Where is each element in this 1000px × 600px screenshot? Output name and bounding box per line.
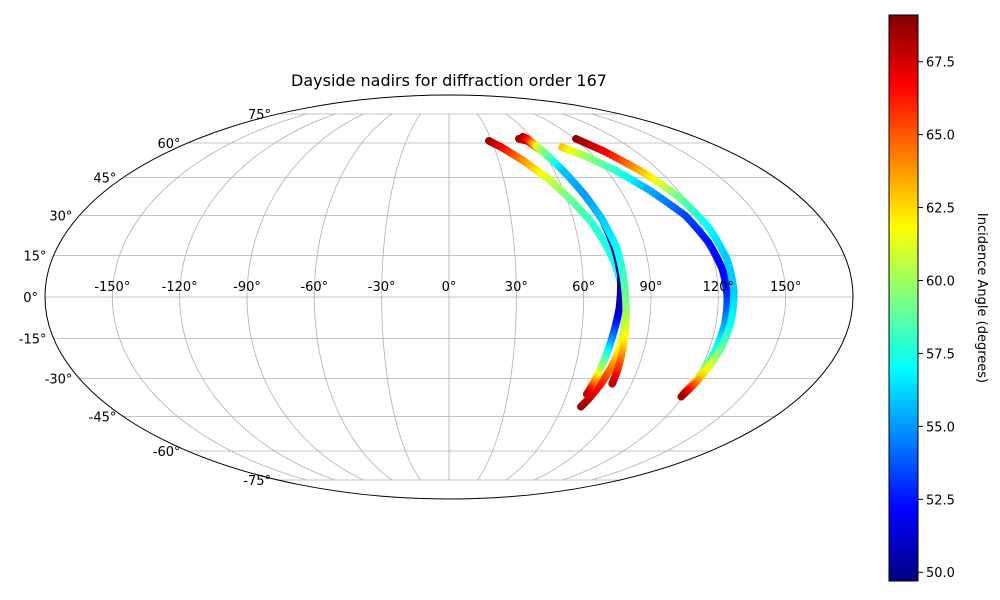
longitude-tick-label: 90° (639, 280, 662, 295)
series-track-3 (518, 132, 630, 388)
colorbar-tick-label: 55.0 (926, 420, 955, 435)
longitude-tick-label: -60° (300, 280, 328, 295)
longitude-tick-label: 120° (703, 280, 734, 295)
map-boundary (44, 94, 854, 500)
data-point (582, 390, 591, 398)
longitude-tick-label: -30° (368, 280, 396, 295)
colorbar-tick-label: 62.5 (926, 202, 955, 217)
longitude-tick-label: -90° (233, 280, 261, 295)
colorbar-tick-label: 67.5 (926, 56, 955, 71)
latitude-tick-label: 30° (49, 209, 72, 224)
latitude-tick-label: 60° (158, 137, 181, 152)
series-track-5 (572, 134, 738, 401)
data-point (608, 379, 616, 388)
colorbar-tick-label: 52.5 (926, 493, 955, 508)
latitude-tick-label: 15° (24, 250, 47, 265)
latitude-tick-label: -15° (19, 332, 47, 347)
latitude-tick-labels: -75° -60° -45° -30° -15° 0° 15° 30° 45° 60° 75° (19, 108, 271, 489)
longitude-tick-label: -120° (162, 280, 198, 295)
meridian-line (179, 113, 336, 481)
latitude-tick-label: -30° (45, 373, 73, 388)
longitude-tick-labels: -150° -120° -90° -60° -30° 0° 30° 60° 90° 120° 150… (94, 280, 801, 295)
colorbar-tick-label: 65.0 (926, 129, 955, 144)
series-track-1 (485, 137, 628, 411)
meridian-line (313, 113, 393, 481)
meridian-line (381, 113, 421, 481)
colorbar-tick-label: 50.0 (926, 566, 955, 581)
meridian-line (246, 113, 364, 481)
longitude-tick-label: -150° (94, 280, 130, 295)
longitude-tick-label: 60° (572, 280, 595, 295)
longitude-tick-label: 150° (770, 280, 801, 295)
colorbar-tick-label: 57.5 (926, 347, 955, 362)
colorbar-label: Incidence Angle (degrees) (974, 213, 989, 383)
colorbar-ticks: 50.0 52.5 55.0 57.5 60.0 62.5 65.0 67.5 (918, 56, 955, 581)
data-point (677, 392, 686, 401)
meridian-line (505, 113, 585, 481)
meridian-line (111, 113, 307, 481)
chart-title: Dayside nadirs for diffraction order 167 (291, 71, 607, 90)
meridian-line (562, 113, 719, 481)
longitude-tick-label: 0° (442, 280, 457, 295)
colorbar (888, 14, 919, 582)
meridian-line (591, 113, 787, 481)
latitude-tick-label: 75° (248, 108, 271, 123)
latitude-tick-label: -75° (243, 474, 271, 489)
longitude-tick-label: 30° (505, 280, 528, 295)
graticule (45, 113, 853, 481)
meridian-line (477, 113, 517, 481)
data-points (485, 132, 738, 411)
latitude-tick-label: -60° (153, 445, 181, 460)
latitude-tick-label: -45° (89, 411, 117, 426)
data-point (577, 402, 585, 411)
latitude-tick-label: 0° (23, 291, 38, 306)
colorbar-tick-label: 60.0 (926, 274, 955, 289)
latitude-tick-label: 45° (93, 171, 116, 186)
